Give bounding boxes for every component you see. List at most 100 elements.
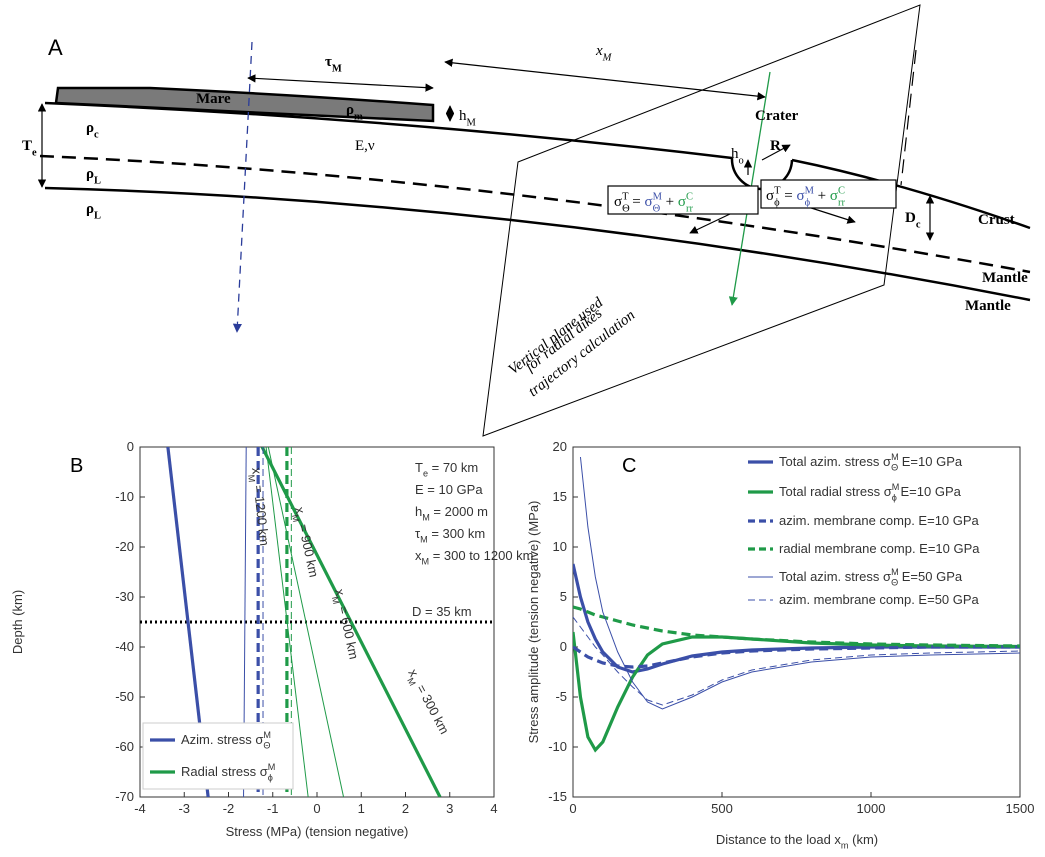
text-span: M <box>422 557 430 567</box>
label: Mantle <box>965 298 1011 314</box>
chart: -4 -3 -2 -1 0 1 2 3 40-10-20-30-40-50-60-70Stres… <box>10 439 534 839</box>
y-tick-label: -15 <box>548 789 567 804</box>
text-span: M <box>420 535 428 545</box>
label: Te <box>22 138 37 158</box>
text-span: = 900 km <box>295 519 322 578</box>
text-span: σ <box>614 194 622 210</box>
text-span: Radial stress σ <box>181 764 268 779</box>
text-span: M <box>332 63 342 74</box>
text-span: M <box>263 730 271 740</box>
series-line <box>265 447 309 797</box>
label: R <box>770 138 781 154</box>
annotation: xM = 900 km <box>289 506 322 580</box>
annotation: xM = 300 to 1200 km <box>415 548 534 567</box>
y-tick-label: -50 <box>115 689 134 704</box>
x-tick-label: 1 <box>358 801 365 816</box>
x-tick-label: 1000 <box>857 801 886 816</box>
text-span: Total radial stress σ <box>779 484 892 499</box>
chart: 0 500 1000 1500 20 15 10 5 0 -5 -10 -15 Distance to … <box>526 439 1034 851</box>
text-span: M <box>891 567 899 577</box>
x-tick-label: -4 <box>134 801 146 816</box>
annotation: xM = 1200 km <box>245 467 272 547</box>
legend-box <box>142 722 294 790</box>
series-group <box>573 456 1020 753</box>
text-span: Θ <box>622 203 630 214</box>
text-span: = 300 km <box>428 526 485 541</box>
x-arrow <box>444 58 766 101</box>
panel-label: B <box>70 455 83 477</box>
y-tick-label: 0 <box>560 639 567 654</box>
lithosphere-base <box>44 186 1031 302</box>
formula-box <box>607 185 759 215</box>
text-span: m <box>354 111 363 122</box>
load-axis <box>232 41 253 333</box>
label: ρc <box>86 120 99 140</box>
x-tick-label: 0 <box>569 801 576 816</box>
text-span: M <box>268 762 276 772</box>
stress-arrow <box>804 205 856 224</box>
annotation: E = 10 GPa <box>415 482 483 497</box>
text-span: + <box>662 194 678 210</box>
annotation: Te = 70 km <box>415 460 478 479</box>
y-tick-label: 20 <box>553 439 567 454</box>
text-span: Θ <box>263 741 270 751</box>
label: ρL <box>86 201 101 221</box>
text-span: = <box>629 194 645 210</box>
crust-mantle-boundary <box>39 154 1031 274</box>
text-span: x <box>415 548 422 563</box>
formula: σΘT = σΘM + σrrC <box>614 191 693 214</box>
text-span: C <box>838 185 845 196</box>
text-span: ρ <box>346 102 354 118</box>
text-span: Distance to the load x <box>716 832 842 847</box>
text-span: h <box>731 146 739 162</box>
y-tick-label: -60 <box>115 739 134 754</box>
text-span: Θ <box>653 203 661 214</box>
x-axis-label: Distance to the load xm (km) <box>716 832 878 851</box>
label: ρL <box>86 166 101 186</box>
y-tick-label: 15 <box>553 489 567 504</box>
text-span: e <box>32 147 37 158</box>
reference-label: D = 35 km <box>412 604 472 619</box>
text-span: Θ <box>891 463 898 473</box>
text-span: (km) <box>849 832 879 847</box>
annotation: xM = 600 km <box>329 588 362 662</box>
text-span: m <box>841 841 849 851</box>
x-tick-label: -3 <box>178 801 190 816</box>
legend-label: Total radial stress σM ϕ E=10 GPa <box>779 482 962 502</box>
panel-label: C <box>622 455 636 477</box>
label: Mare <box>196 91 231 107</box>
label: Mantle <box>982 270 1028 286</box>
x-tick-label: 500 <box>711 801 733 816</box>
x-tick-label: 1500 <box>1006 801 1035 816</box>
mare-load <box>54 86 435 123</box>
text-span: M <box>467 117 477 128</box>
text-span: Total azim. stress σ <box>779 454 891 469</box>
legend-label: Azim. stress σM Θ <box>181 730 271 750</box>
text-span: c <box>916 219 921 230</box>
text-span: σ <box>796 188 804 204</box>
text-span: Azim. stress σ <box>181 732 263 747</box>
legend-label: Radial stress σM ϕ <box>181 762 275 782</box>
y-tick-label: -10 <box>548 739 567 754</box>
text-span: M <box>422 513 430 523</box>
r-arrow <box>761 144 791 161</box>
panel-label: A <box>48 35 63 60</box>
x-tick-label: 2 <box>402 801 409 816</box>
series-line <box>573 645 1020 669</box>
text-span: = 70 km <box>428 460 478 475</box>
label: Dc <box>905 210 921 230</box>
y-axis-label: Stress amplitude (tension negative) (MPa… <box>526 501 541 744</box>
y-tick-label: 10 <box>553 539 567 554</box>
text-span: rr <box>838 197 845 208</box>
text-span: x <box>249 467 265 476</box>
text-span: ϕ <box>268 773 273 783</box>
label: ρm <box>346 102 363 122</box>
text-span: rr <box>686 203 693 214</box>
formula: σϕT = σϕM + σrrC <box>766 185 845 208</box>
text-span: T <box>415 460 423 475</box>
stress-arrow <box>689 213 731 234</box>
y-tick-label: -20 <box>115 539 134 554</box>
text-span: E = 10 GPa <box>415 482 483 497</box>
text-span: M <box>290 514 301 523</box>
